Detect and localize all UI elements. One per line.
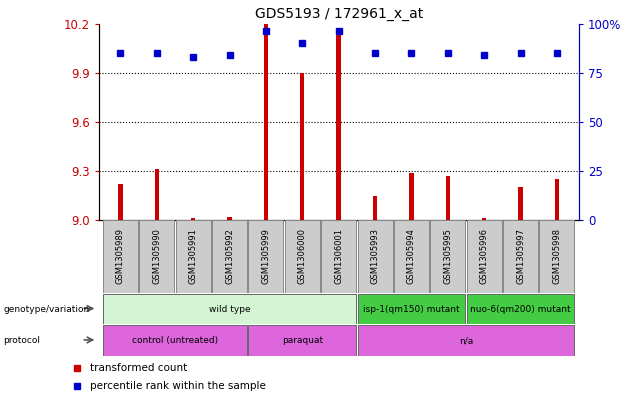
Bar <box>373 196 377 220</box>
Bar <box>357 325 574 356</box>
Bar <box>176 220 211 293</box>
Text: isp-1(qm150) mutant: isp-1(qm150) mutant <box>363 305 460 314</box>
Bar <box>555 179 559 220</box>
Bar <box>467 220 502 293</box>
Bar <box>357 294 466 324</box>
Bar <box>139 220 174 293</box>
Text: protocol: protocol <box>3 336 40 345</box>
Text: GSM1305999: GSM1305999 <box>261 228 270 285</box>
Text: genotype/variation: genotype/variation <box>3 305 90 314</box>
Bar <box>518 187 523 220</box>
Bar <box>467 294 574 324</box>
Bar <box>227 217 232 220</box>
Text: n/a: n/a <box>459 336 473 345</box>
Text: GSM1305989: GSM1305989 <box>116 228 125 285</box>
Text: percentile rank within the sample: percentile rank within the sample <box>90 381 266 391</box>
Bar <box>321 220 356 293</box>
Title: GDS5193 / 172961_x_at: GDS5193 / 172961_x_at <box>254 7 423 21</box>
Bar <box>264 24 268 220</box>
Text: nuo-6(qm200) mutant: nuo-6(qm200) mutant <box>470 305 571 314</box>
Text: GSM1305992: GSM1305992 <box>225 228 234 285</box>
Bar <box>446 176 450 220</box>
Text: paraquat: paraquat <box>282 336 323 345</box>
Text: GSM1305993: GSM1305993 <box>371 228 380 285</box>
Text: GSM1306001: GSM1306001 <box>334 228 343 285</box>
Text: GSM1305991: GSM1305991 <box>189 228 198 285</box>
Bar <box>103 220 138 293</box>
Text: GSM1305998: GSM1305998 <box>553 228 562 285</box>
Text: control (untreated): control (untreated) <box>132 336 218 345</box>
Bar <box>103 325 247 356</box>
Bar <box>539 220 574 293</box>
Bar <box>394 220 429 293</box>
Text: GSM1305997: GSM1305997 <box>516 228 525 285</box>
Bar <box>118 184 123 220</box>
Bar <box>409 173 413 220</box>
Text: GSM1305994: GSM1305994 <box>407 228 416 285</box>
Bar <box>155 169 159 220</box>
Text: GSM1305990: GSM1305990 <box>152 228 162 285</box>
Bar <box>103 294 356 324</box>
Bar <box>482 219 487 220</box>
Bar <box>285 220 320 293</box>
Text: wild type: wild type <box>209 305 251 314</box>
Bar <box>249 325 356 356</box>
Bar <box>191 219 195 220</box>
Bar <box>357 220 392 293</box>
Bar <box>336 29 341 220</box>
Bar <box>300 73 305 220</box>
Text: GSM1306000: GSM1306000 <box>298 228 307 285</box>
Text: transformed count: transformed count <box>90 363 187 373</box>
Bar <box>249 220 284 293</box>
Text: GSM1305995: GSM1305995 <box>443 228 452 285</box>
Bar <box>431 220 466 293</box>
Text: GSM1305996: GSM1305996 <box>480 228 488 285</box>
Bar <box>503 220 538 293</box>
Bar <box>212 220 247 293</box>
